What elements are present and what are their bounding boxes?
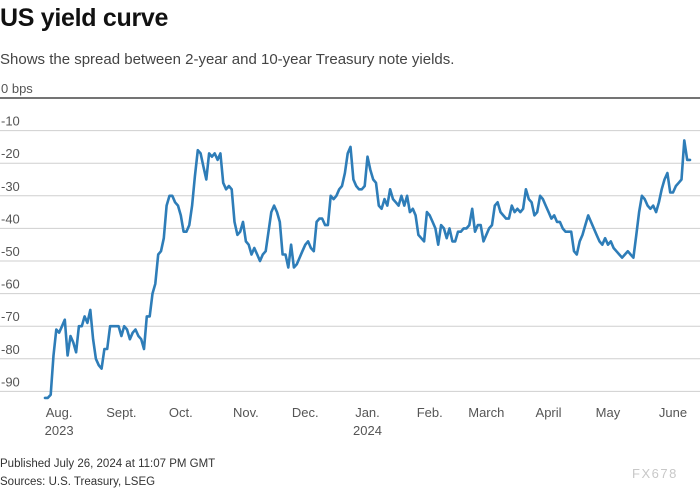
x-tick-label: June [659, 405, 687, 420]
x-tick-label: Oct. [169, 405, 193, 420]
x-tick-label: Jan. [355, 405, 380, 420]
y-tick-label: -80 [1, 342, 20, 357]
x-tick-label: Dec. [292, 405, 319, 420]
sources-note: Sources: U.S. Treasury, LSEG [0, 476, 156, 488]
x-tick-year-label: 2023 [45, 423, 74, 438]
chart-title: US yield curve [0, 4, 169, 32]
y-tick-label: -10 [1, 114, 20, 129]
y-tick-label: -90 [1, 374, 20, 389]
x-axis-ticks: Aug. 2023 Sept. Oct. Nov. Dec. Jan. 2024 Feb. Mar… [45, 405, 687, 438]
x-tick-label: March [468, 405, 504, 420]
y-tick-label: -30 [1, 179, 20, 194]
y-tick-label: -40 [1, 211, 20, 226]
x-tick-label: Aug. [46, 405, 73, 420]
series-line-spread [43, 139, 692, 400]
published-note: Published July 26, 2024 at 11:07 PM GMT [0, 458, 216, 470]
x-tick-label: Feb. [417, 405, 443, 420]
x-tick-year-label: 2024 [353, 423, 382, 438]
series-layer [43, 139, 692, 400]
x-tick-label: Sept. [106, 405, 136, 420]
y-tick-label: 0 bps [1, 81, 33, 96]
watermark-logo: FX678 [632, 466, 678, 481]
y-tick-label: -60 [1, 277, 20, 292]
x-tick-label: April [536, 405, 562, 420]
y-tick-label: -50 [1, 244, 20, 259]
chart-subtitle: Shows the spread between 2-year and 10-y… [0, 51, 455, 68]
y-tick-label: -20 [1, 146, 20, 161]
x-tick-label: Nov. [233, 405, 259, 420]
y-axis-ticks: 0 bps -10 -20 -30 -40 -50 -60 -70 -80 -90 [1, 81, 33, 389]
grid-lines [0, 97, 700, 392]
x-tick-label: May [596, 405, 621, 420]
y-tick-label: -70 [1, 309, 20, 324]
